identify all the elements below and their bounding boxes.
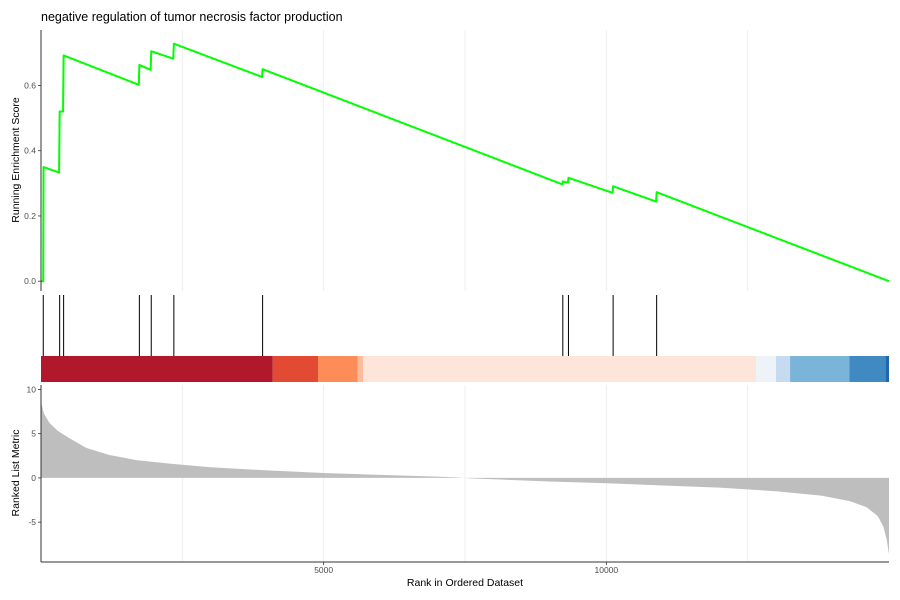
axes (40, 30, 889, 563)
color-bar-segment-2 (318, 356, 358, 382)
x-axis-label: Rank in Ordered Dataset (407, 577, 523, 589)
y-tick-label-metric-2: 5 (31, 429, 36, 439)
y-tick-label-es-2: 0.4 (24, 146, 36, 156)
color-bar-segment-0 (41, 356, 273, 382)
y-axis-label-es: Running Enrichment Score (10, 97, 22, 223)
chart-title: negative regulation of tumor necrosis fa… (41, 10, 343, 24)
color-bar-segment-3 (357, 356, 364, 382)
color-bar-segment-1 (272, 356, 319, 382)
x-tick-label-1: 10000 (595, 565, 619, 575)
color-bar-segment-6 (775, 356, 791, 382)
color-bar-segment-9 (885, 356, 889, 382)
ranked-metric-area (41, 401, 889, 555)
running-es-line (41, 42, 890, 283)
color-bar-segment-7 (790, 356, 850, 382)
y-tick-label-metric-3: 10 (27, 384, 37, 394)
y-tick-label-es-0: 0.0 (24, 276, 36, 286)
x-ticks: 5000 10000 (314, 562, 618, 575)
y-tick-label-metric-0: -5 (28, 517, 36, 527)
running-es-line-group (41, 42, 890, 283)
y-ticks-metric: -5 0 5 10 (27, 384, 41, 527)
rank-color-bar (41, 356, 889, 382)
color-bar-segment-8 (849, 356, 886, 382)
y-axis-label-metric: Ranked List Metric (10, 430, 22, 517)
y-tick-label-es-3: 0.6 (24, 80, 36, 90)
y-ticks-es: 0.0 0.2 0.4 0.6 (24, 80, 41, 286)
color-bar-segment-4 (363, 356, 757, 382)
grid-top (181, 30, 749, 291)
color-bar-segment-5 (756, 356, 776, 382)
y-tick-label-es-1: 0.2 (24, 211, 36, 221)
gene-hit-lines (42, 295, 658, 356)
x-tick-label-0: 5000 (314, 565, 333, 575)
y-tick-label-metric-1: 0 (31, 473, 36, 483)
ranked-metric-fill (41, 401, 889, 555)
